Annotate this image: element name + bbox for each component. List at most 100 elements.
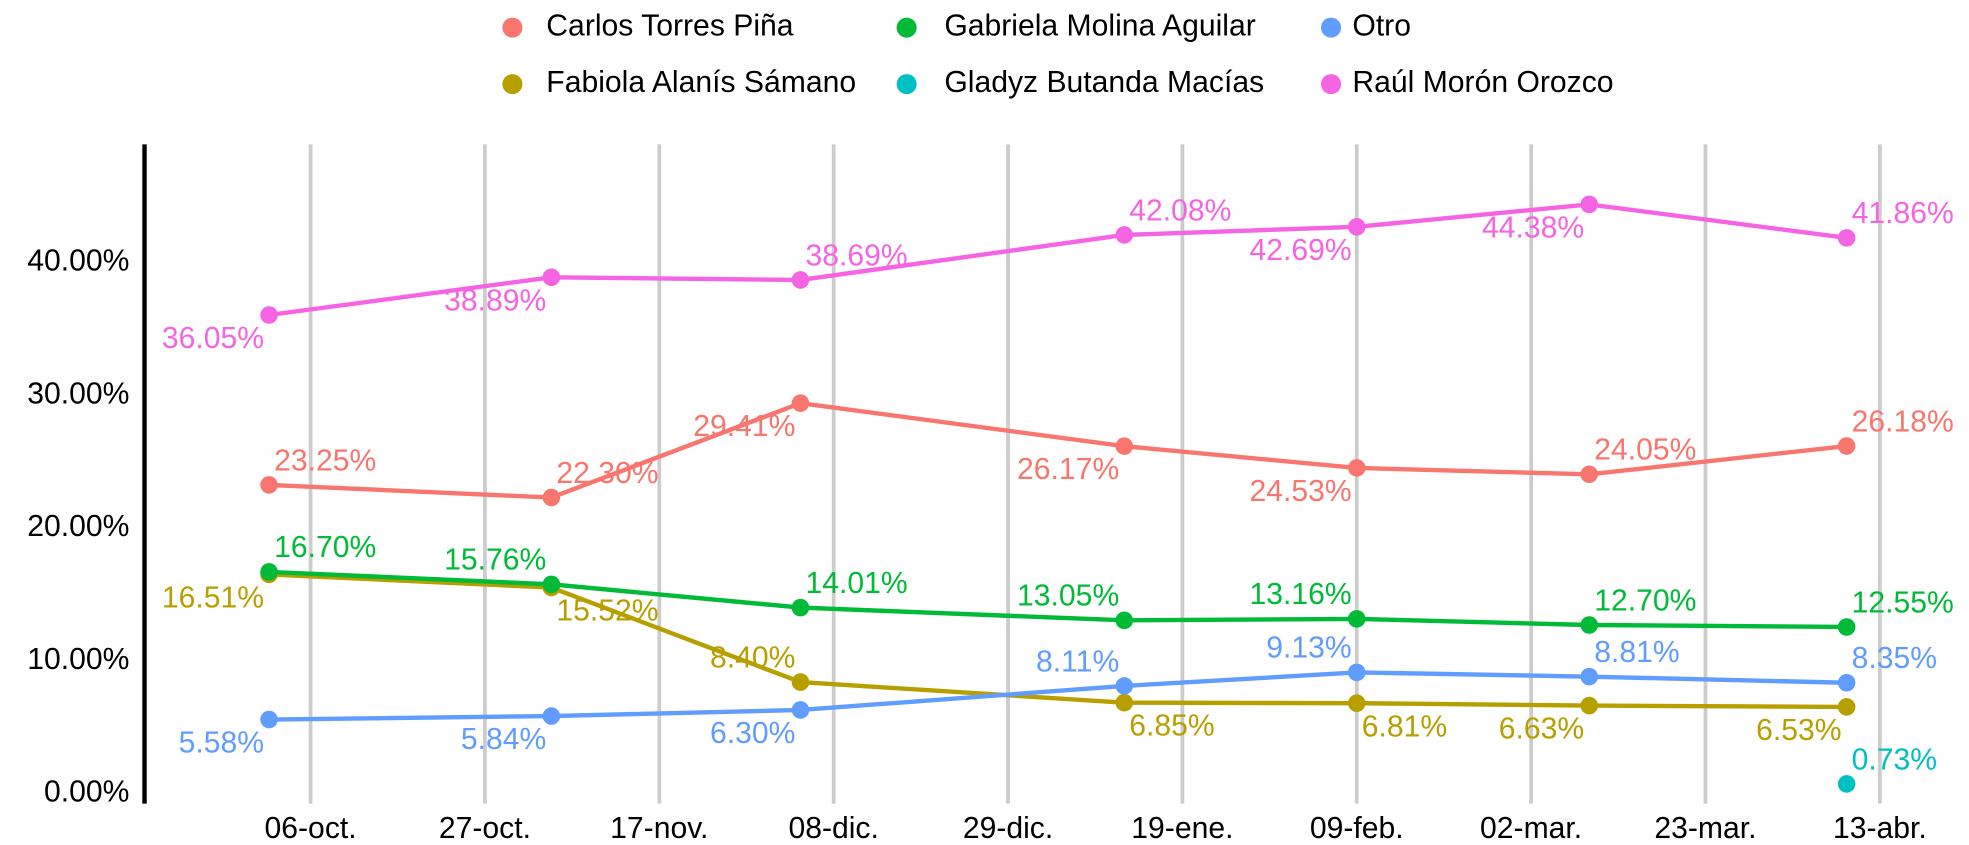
legend-label: Gladyz Butanda Macías	[944, 66, 1264, 99]
data-point	[1115, 611, 1134, 630]
data-point	[1580, 696, 1599, 715]
data-label: 8.81%	[1594, 636, 1679, 669]
data-label: 24.05%	[1594, 434, 1696, 467]
data-point	[791, 271, 810, 289]
data-point	[1837, 618, 1856, 636]
data-label: 36.05%	[162, 322, 264, 355]
data-point	[1837, 698, 1856, 716]
data-label: 8.11%	[1036, 645, 1119, 678]
data-point	[1115, 437, 1134, 455]
data-label: 23.25%	[274, 444, 376, 477]
data-point	[1837, 437, 1856, 455]
data-point	[1580, 465, 1599, 484]
data-label: 24.53%	[1250, 475, 1352, 508]
data-point	[1580, 195, 1599, 214]
x-tick-label: 06-oct.	[265, 812, 357, 845]
data-point	[791, 598, 810, 617]
data-point	[791, 394, 810, 412]
y-tick-label: 0.00%	[44, 776, 129, 809]
legend-label: Otro	[1352, 10, 1411, 43]
data-label: 14.01%	[805, 567, 907, 600]
data-point	[1115, 226, 1134, 244]
data-label: 6.53%	[1756, 714, 1841, 747]
data-point	[1580, 667, 1599, 686]
data-label: 42.08%	[1129, 194, 1231, 227]
data-label: 12.55%	[1852, 586, 1954, 619]
legend-label: Fabiola Alanís Sámano	[546, 66, 856, 99]
y-tick-label: 40.00%	[27, 245, 129, 278]
x-tick-label: 02-mar.	[1480, 812, 1582, 845]
data-label: 38.89%	[444, 284, 546, 317]
data-point	[1347, 218, 1366, 236]
legend-marker	[896, 17, 917, 38]
x-tick-label: 29-dic.	[963, 812, 1053, 845]
data-label: 9.13%	[1266, 632, 1351, 665]
data-label: 22.30%	[556, 457, 658, 490]
data-label: 6.63%	[1499, 713, 1584, 746]
data-label: 8.40%	[710, 641, 795, 674]
data-label: 16.51%	[162, 581, 264, 614]
data-point	[1347, 694, 1366, 712]
legend-label: Raúl Morón Orozco	[1352, 66, 1613, 99]
legend-label: Gabriela Molina Aguilar	[944, 10, 1255, 43]
data-point	[260, 476, 278, 494]
data-point	[1837, 229, 1856, 247]
legend-label: Carlos Torres Piña	[546, 10, 793, 43]
grid	[308, 144, 1882, 804]
data-point	[542, 707, 561, 725]
y-tick-label: 20.00%	[27, 510, 129, 543]
data-point	[260, 306, 278, 324]
data-label: 6.30%	[710, 717, 795, 750]
data-point	[1347, 610, 1366, 628]
data-point	[791, 701, 810, 719]
legend-marker	[502, 17, 523, 38]
data-point	[260, 563, 278, 581]
x-tick-label: 27-oct.	[439, 812, 531, 845]
x-tick-label: 23-mar.	[1654, 812, 1756, 845]
x-tick-label: 08-dic.	[788, 812, 878, 845]
data-label: 15.52%	[556, 595, 658, 628]
x-tick-label: 09-feb.	[1310, 812, 1404, 845]
x-tick-label: 17-nov.	[610, 812, 708, 845]
y-tick-label: 30.00%	[27, 377, 129, 410]
data-label: 6.85%	[1129, 710, 1214, 743]
x-tick-label: 19-ene.	[1131, 812, 1233, 845]
data-point	[542, 575, 561, 594]
plot-area: 23.25% 22.30% 29.41% 26.17% 24.53% 24.05% 26.1…	[162, 194, 1954, 793]
data-label: 26.18%	[1852, 405, 1954, 438]
data-label: 6.81%	[1362, 710, 1447, 743]
data-point	[1837, 673, 1856, 692]
data-point	[542, 488, 561, 507]
legend-marker	[502, 74, 523, 95]
data-point	[542, 268, 561, 287]
data-label: 38.69%	[805, 239, 907, 272]
data-label: 8.35%	[1852, 642, 1937, 675]
data-label: 15.76%	[444, 544, 546, 577]
x-tick-label: 13-abr.	[1833, 812, 1927, 845]
data-label: 13.16%	[1250, 578, 1352, 611]
data-label: 5.84%	[461, 723, 546, 756]
series-line	[269, 670, 1847, 722]
data-point	[1580, 616, 1599, 634]
y-tick-label: 10.00%	[27, 643, 129, 676]
legend-marker	[1320, 17, 1342, 38]
data-label: 29.41%	[693, 410, 795, 443]
data-label: 0.73%	[1852, 743, 1937, 776]
data-point	[1115, 693, 1134, 712]
data-point	[1115, 677, 1134, 695]
data-point	[1347, 663, 1366, 682]
data-label: 42.69%	[1250, 234, 1352, 267]
data-point	[791, 673, 810, 691]
data-label: 44.38%	[1482, 211, 1584, 244]
data-label: 12.70%	[1594, 584, 1696, 617]
data-label: 26.17%	[1017, 453, 1119, 486]
data-label: 16.70%	[274, 531, 376, 564]
data-label: 5.58%	[179, 727, 264, 760]
data-label: 13.05%	[1017, 580, 1119, 613]
data-point	[1347, 459, 1366, 477]
data-label: 41.86%	[1852, 197, 1954, 230]
data-point	[1837, 775, 1856, 793]
legend: Carlos Torres Piña Fabiola Alanís Sámano G…	[502, 10, 1614, 99]
legend-marker	[896, 74, 917, 95]
